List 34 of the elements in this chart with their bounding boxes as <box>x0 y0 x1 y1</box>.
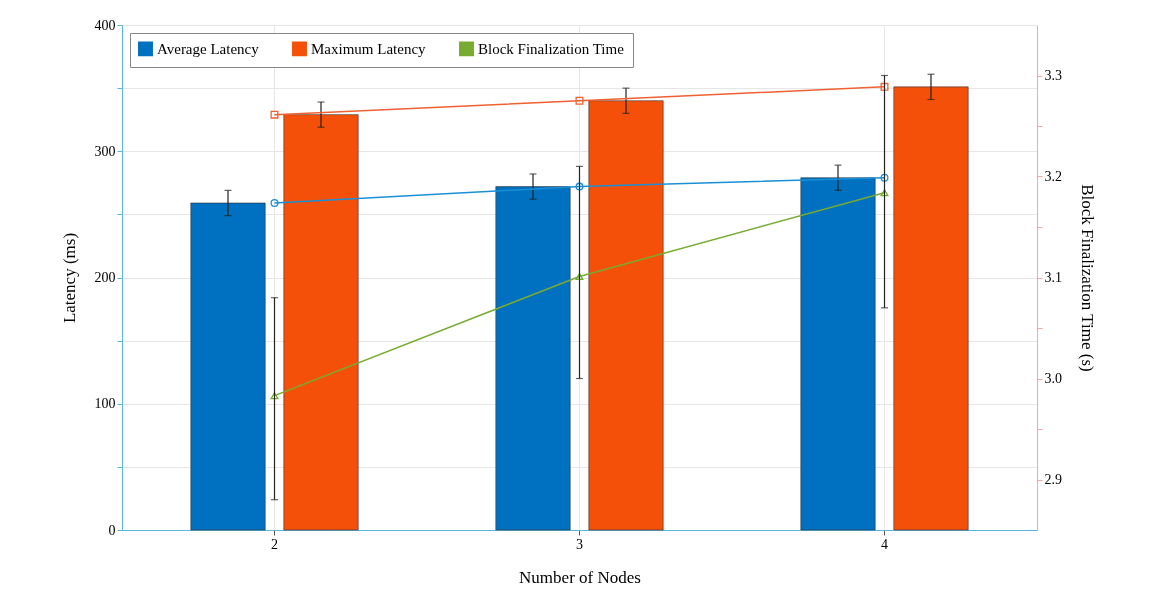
bar <box>283 114 359 531</box>
x-tick-label: 2 <box>271 536 278 552</box>
y-tick-label: 400 <box>94 17 116 33</box>
legend-label: Maximum Latency <box>311 40 427 57</box>
y-tick-label: 100 <box>94 396 116 412</box>
x-axis-title: Number of Nodes <box>519 567 641 587</box>
point <box>575 96 584 105</box>
point <box>270 392 279 400</box>
y-tick-label: 0 <box>108 522 116 538</box>
bar <box>893 86 969 531</box>
point <box>575 272 584 281</box>
y2-tick-label: 3.3 <box>1044 68 1062 83</box>
y-tick-label: 300 <box>94 143 116 159</box>
bar <box>495 186 571 531</box>
point <box>880 173 889 182</box>
y2-tick-label: 3.0 <box>1044 371 1062 386</box>
bar <box>800 177 876 531</box>
point <box>270 110 279 119</box>
point <box>880 82 889 91</box>
y2-tick-label: 3.1 <box>1044 270 1062 285</box>
legend-label: Block Finalization Time <box>478 40 625 57</box>
x-tick-label: 4 <box>881 536 888 552</box>
bar <box>190 202 266 531</box>
y2-axis-title: Block Finalization Time (s) <box>1078 184 1097 372</box>
y2-tick-label: 2.9 <box>1044 472 1062 487</box>
bar <box>588 100 664 531</box>
point <box>880 189 889 197</box>
point <box>270 199 279 208</box>
y-tick-label: 200 <box>94 270 116 285</box>
point <box>575 182 584 191</box>
y-axis-title: Latency (ms) <box>59 232 79 324</box>
x-tick-label: 3 <box>576 536 583 552</box>
legend-label: Average Latency <box>157 40 260 57</box>
y2-tick-label: 3.2 <box>1044 169 1062 184</box>
